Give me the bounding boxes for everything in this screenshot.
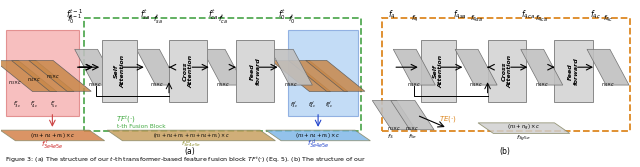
- Text: $f_{sa}^{t}$: $f_{sa}^{t}$: [140, 7, 150, 22]
- Text: $f_{4ca}$: $f_{4ca}$: [522, 8, 535, 21]
- Polygon shape: [521, 49, 563, 85]
- Text: $(n_3+n_4+n_5)\times c$: $(n_3+n_4+n_5)\times c$: [29, 131, 76, 140]
- Text: Self
Attention: Self Attention: [114, 55, 125, 88]
- Polygon shape: [271, 61, 330, 92]
- Text: $f_{5c}^r$: $f_{5c}^r$: [49, 99, 58, 110]
- Polygon shape: [587, 49, 629, 85]
- Text: $f_{3c}^r$: $f_{3c}^r$: [13, 99, 20, 110]
- Text: $f_{4ca}$: $f_{4ca}$: [535, 13, 548, 24]
- Text: $f_{4c}^r$: $f_{4c}^r$: [31, 99, 38, 110]
- Polygon shape: [372, 101, 415, 130]
- Text: Cross
Attention: Cross Attention: [501, 55, 512, 88]
- Text: $TF^t(\cdot)$: $TF^t(\cdot)$: [116, 113, 136, 125]
- Polygon shape: [0, 130, 104, 141]
- Text: $f_3$: $f_3$: [387, 132, 394, 141]
- Text: $n_5\!\times\!c$: $n_5\!\times\!c$: [405, 124, 420, 133]
- Text: $f_{3e4e5e}^{\ rd}$: $f_{3e4e5e}^{\ rd}$: [181, 138, 202, 149]
- FancyBboxPatch shape: [420, 40, 456, 102]
- Polygon shape: [391, 101, 434, 130]
- Polygon shape: [478, 123, 570, 133]
- FancyBboxPatch shape: [287, 30, 358, 116]
- Text: $f_{3g5e}$: $f_{3g5e}$: [516, 134, 531, 144]
- Text: $n_0\!\times\!c$: $n_0\!\times\!c$: [216, 80, 230, 89]
- Text: $f_0^{t}$: $f_0^{t}$: [278, 7, 285, 22]
- Polygon shape: [75, 49, 116, 85]
- Text: Figure 3: (a) The structure of our $t$-th transformer-based feature fusion block: Figure 3: (a) The structure of our $t$-t…: [4, 155, 365, 165]
- Polygon shape: [202, 49, 244, 85]
- Text: $f_{3c}^d$: $f_{3c}^d$: [291, 99, 299, 110]
- Text: $n_4\!\times\!c$: $n_4\!\times\!c$: [407, 80, 422, 89]
- FancyBboxPatch shape: [102, 40, 137, 102]
- Polygon shape: [270, 49, 312, 85]
- Text: $n_3\!\times\!c$: $n_3\!\times\!c$: [8, 78, 22, 87]
- FancyBboxPatch shape: [488, 40, 526, 102]
- Text: $f_0^{t}$: $f_0^{t}$: [287, 12, 295, 25]
- Polygon shape: [306, 60, 365, 91]
- Text: (b): (b): [499, 147, 510, 156]
- Polygon shape: [394, 49, 435, 85]
- FancyBboxPatch shape: [554, 40, 593, 102]
- Text: $n_4\!\times\!c$: $n_4\!\times\!c$: [601, 80, 615, 89]
- Text: $n_4\!\times\!c$: $n_4\!\times\!c$: [469, 80, 483, 89]
- Text: $n_3\!\times\!c$: $n_3\!\times\!c$: [387, 124, 401, 133]
- Text: Feed
forward: Feed forward: [568, 57, 579, 85]
- Text: $n_5\!\times\!c$: $n_5\!\times\!c$: [47, 72, 61, 81]
- Text: $f_0^{t-1}$: $f_0^{t-1}$: [66, 7, 83, 22]
- Polygon shape: [266, 130, 371, 141]
- Polygon shape: [289, 61, 348, 91]
- Text: $n_4\!\times\!c$: $n_4\!\times\!c$: [28, 75, 42, 84]
- Text: $f_0^{t-1}$: $f_0^{t-1}$: [67, 12, 83, 25]
- Text: $TE(\cdot)$: $TE(\cdot)$: [438, 114, 456, 124]
- FancyBboxPatch shape: [236, 40, 274, 102]
- Text: $f_{4c}$: $f_{4c}$: [591, 8, 602, 21]
- Text: $n_0\!\times\!c$: $n_0\!\times\!c$: [284, 80, 298, 89]
- Polygon shape: [29, 60, 92, 91]
- Text: $f_{ca}^{t}$: $f_{ca}^{t}$: [218, 12, 228, 25]
- Text: $f_{sa}^{t}$: $f_{sa}^{t}$: [153, 12, 163, 25]
- FancyBboxPatch shape: [6, 30, 79, 116]
- Text: $(n_3+n_4+n_5+n_3+n_4+n_5)\times c$: $(n_3+n_4+n_5+n_3+n_4+n_5)\times c$: [153, 131, 230, 140]
- Text: $n_4\!\times\!c$: $n_4\!\times\!c$: [534, 80, 549, 89]
- Text: $(n_3+n_4+n_5)\times c$: $(n_3+n_4+n_5)\times c$: [295, 131, 341, 140]
- FancyBboxPatch shape: [169, 40, 207, 102]
- Text: $n_0\!\times\!c$: $n_0\!\times\!c$: [88, 80, 103, 89]
- Text: $f_{4sa}$: $f_{4sa}$: [453, 8, 467, 21]
- Text: $f_{4sa}$: $f_{4sa}$: [470, 13, 483, 24]
- Text: $f_4$: $f_4$: [411, 13, 418, 24]
- Text: $(n_3+n_g)\times c$: $(n_3+n_g)\times c$: [507, 123, 541, 133]
- Polygon shape: [0, 61, 57, 92]
- Text: $f_{3e4e5e}^{\ d}$: $f_{3e4e5e}^{\ d}$: [307, 138, 330, 151]
- Text: $f_{5c}^d$: $f_{5c}^d$: [325, 99, 333, 110]
- Polygon shape: [12, 61, 74, 91]
- Text: Cross
Attention: Cross Attention: [182, 55, 193, 88]
- Polygon shape: [455, 49, 497, 85]
- Text: $f_{5e}$: $f_{5e}$: [408, 132, 417, 141]
- Text: $f_{ca}^{t}$: $f_{ca}^{t}$: [208, 7, 219, 22]
- Text: $f_4$: $f_4$: [388, 8, 396, 21]
- Polygon shape: [107, 130, 275, 141]
- Text: Feed
forward: Feed forward: [250, 57, 260, 85]
- Text: $f_{4c}^d$: $f_{4c}^d$: [308, 99, 316, 110]
- Text: $n_0\!\times\!c$: $n_0\!\times\!c$: [150, 80, 164, 89]
- Polygon shape: [136, 49, 179, 85]
- Text: $f_{3e4e5e}^{\ r}$: $f_{3e4e5e}^{\ r}$: [41, 138, 64, 150]
- Text: Self
Attention: Self Attention: [433, 55, 444, 88]
- Text: (a): (a): [184, 147, 195, 156]
- Text: $f_{4c}$: $f_{4c}$: [603, 13, 613, 24]
- Text: t-th Fusion Block: t-th Fusion Block: [117, 124, 166, 129]
